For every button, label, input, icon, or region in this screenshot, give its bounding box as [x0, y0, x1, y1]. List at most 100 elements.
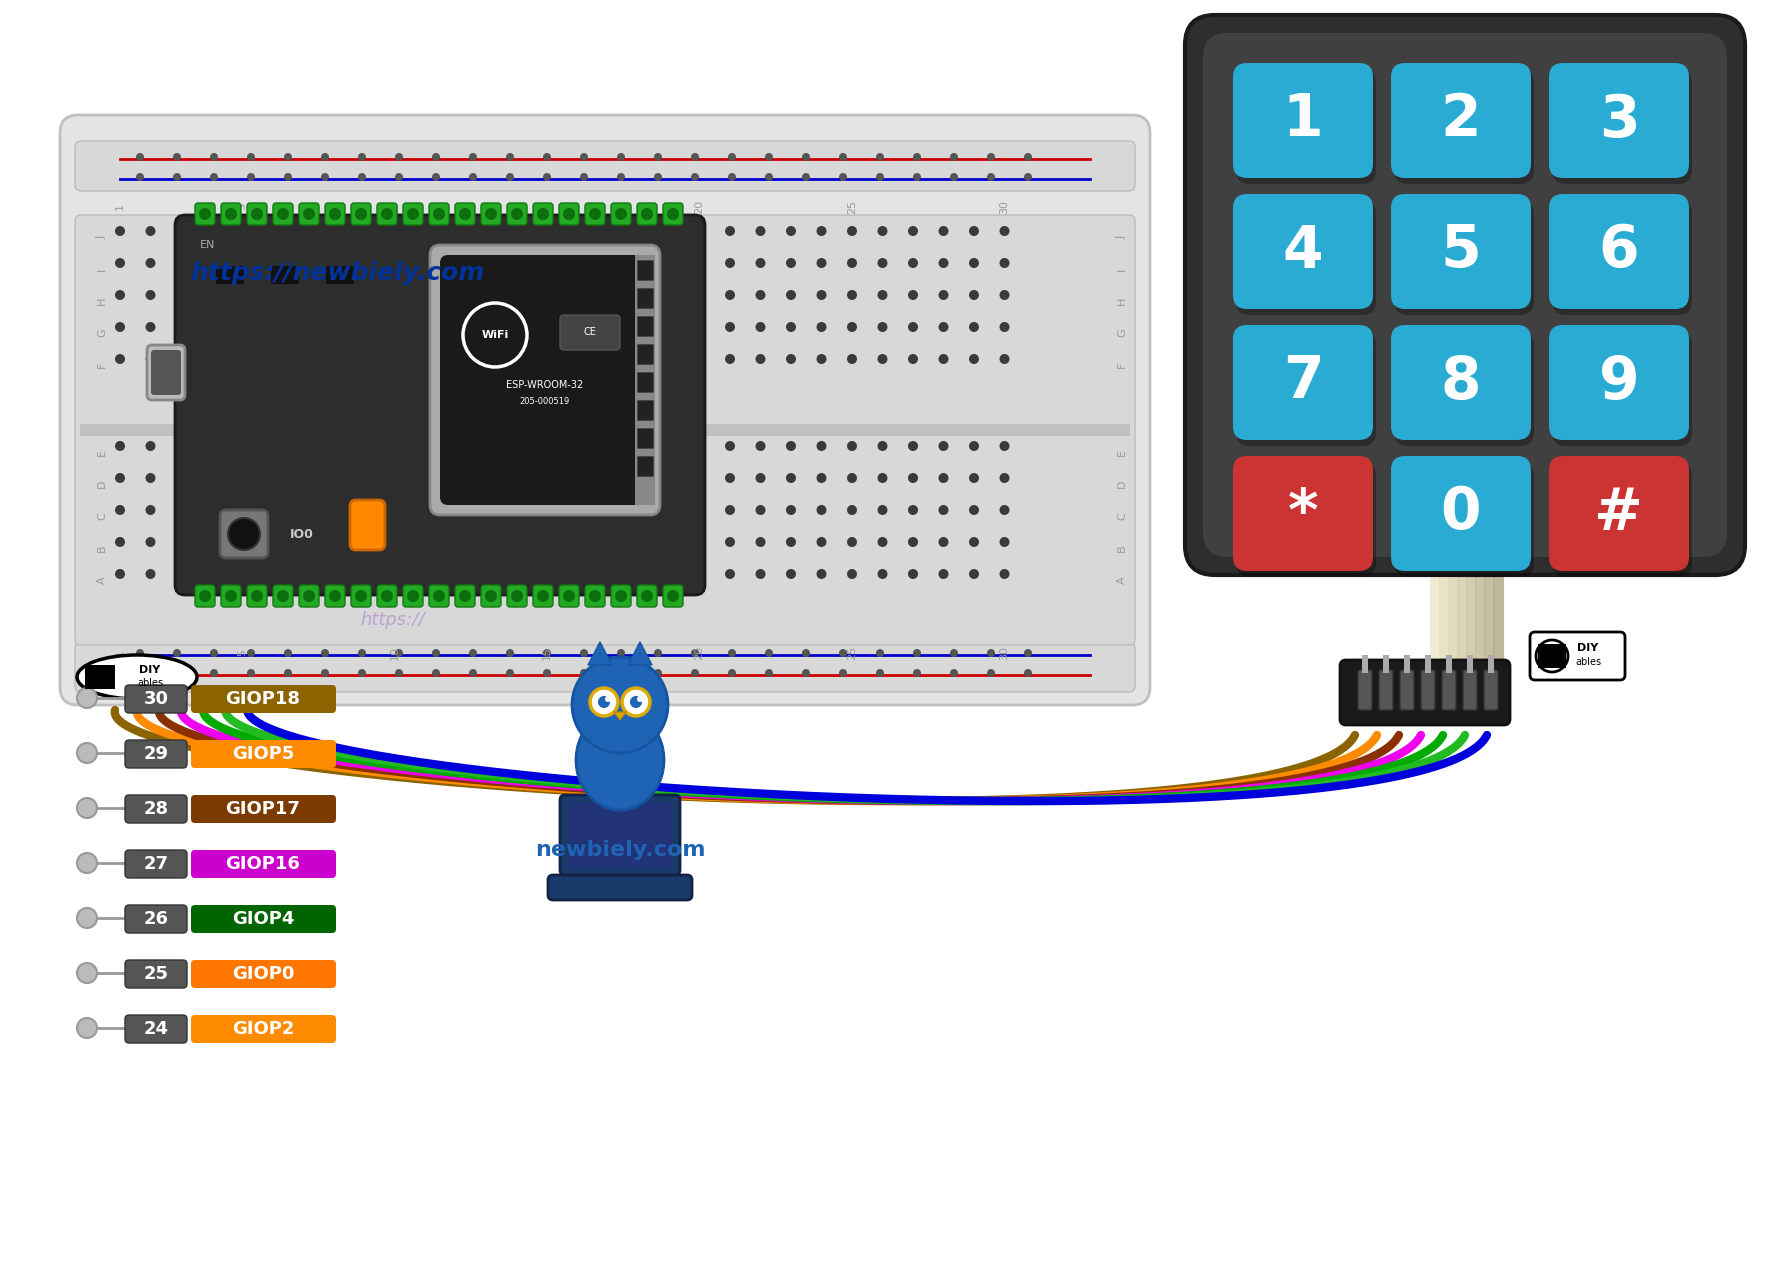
- Bar: [1446, 655, 1451, 672]
- Circle shape: [114, 441, 125, 451]
- FancyBboxPatch shape: [585, 204, 605, 225]
- Circle shape: [603, 569, 612, 579]
- Circle shape: [580, 153, 587, 161]
- Circle shape: [633, 506, 642, 514]
- Circle shape: [175, 226, 186, 236]
- Circle shape: [968, 322, 979, 332]
- Text: 10: 10: [390, 646, 399, 660]
- FancyBboxPatch shape: [610, 204, 632, 225]
- Circle shape: [725, 537, 735, 547]
- Circle shape: [297, 473, 308, 483]
- Circle shape: [590, 688, 617, 715]
- Circle shape: [667, 209, 678, 220]
- Circle shape: [728, 173, 735, 181]
- Circle shape: [481, 289, 490, 300]
- Circle shape: [329, 289, 338, 300]
- Text: C: C: [97, 512, 107, 520]
- Circle shape: [360, 322, 369, 332]
- Text: C: C: [1116, 512, 1127, 520]
- Circle shape: [267, 289, 277, 300]
- Circle shape: [998, 354, 1009, 364]
- Circle shape: [390, 258, 399, 268]
- FancyBboxPatch shape: [377, 585, 397, 607]
- Circle shape: [694, 226, 705, 236]
- Ellipse shape: [77, 655, 197, 699]
- Circle shape: [542, 153, 551, 161]
- FancyBboxPatch shape: [299, 585, 318, 607]
- Circle shape: [199, 209, 211, 220]
- Circle shape: [302, 209, 315, 220]
- Circle shape: [816, 258, 827, 268]
- FancyBboxPatch shape: [662, 204, 683, 225]
- Circle shape: [329, 258, 338, 268]
- Circle shape: [236, 569, 247, 579]
- Circle shape: [360, 537, 369, 547]
- Circle shape: [297, 569, 308, 579]
- Text: J: J: [97, 235, 107, 239]
- Circle shape: [145, 441, 156, 451]
- Circle shape: [329, 226, 338, 236]
- Circle shape: [136, 669, 143, 678]
- FancyBboxPatch shape: [429, 204, 449, 225]
- Circle shape: [937, 506, 948, 514]
- FancyBboxPatch shape: [506, 204, 526, 225]
- Circle shape: [1023, 153, 1032, 161]
- Text: #: #: [1594, 484, 1642, 541]
- Circle shape: [512, 441, 521, 451]
- Circle shape: [755, 289, 766, 300]
- Circle shape: [877, 537, 887, 547]
- Circle shape: [801, 648, 810, 657]
- Circle shape: [816, 354, 827, 364]
- Circle shape: [209, 173, 218, 181]
- Circle shape: [877, 506, 887, 514]
- FancyBboxPatch shape: [326, 204, 345, 225]
- FancyBboxPatch shape: [1394, 329, 1526, 434]
- Circle shape: [785, 441, 796, 451]
- FancyBboxPatch shape: [1340, 660, 1510, 726]
- Circle shape: [846, 569, 857, 579]
- FancyBboxPatch shape: [1233, 193, 1372, 308]
- FancyBboxPatch shape: [1378, 670, 1392, 710]
- Circle shape: [839, 669, 846, 678]
- Circle shape: [877, 226, 887, 236]
- Bar: [1467, 655, 1472, 672]
- Circle shape: [537, 590, 549, 602]
- Bar: [1537, 643, 1565, 667]
- Circle shape: [431, 173, 440, 181]
- Circle shape: [542, 322, 551, 332]
- Circle shape: [225, 590, 236, 602]
- Circle shape: [512, 322, 521, 332]
- Circle shape: [481, 537, 490, 547]
- Circle shape: [755, 537, 766, 547]
- FancyBboxPatch shape: [1399, 670, 1413, 710]
- FancyBboxPatch shape: [1551, 70, 1691, 185]
- Circle shape: [329, 209, 342, 220]
- Circle shape: [145, 569, 156, 579]
- Circle shape: [691, 153, 699, 161]
- Text: EN: EN: [200, 240, 215, 250]
- Circle shape: [846, 258, 857, 268]
- Circle shape: [451, 569, 460, 579]
- Circle shape: [390, 473, 399, 483]
- Text: F: F: [1116, 362, 1127, 368]
- Circle shape: [209, 648, 218, 657]
- Circle shape: [664, 441, 674, 451]
- Circle shape: [691, 669, 699, 678]
- Text: E: E: [97, 449, 107, 455]
- Text: 20: 20: [694, 646, 705, 660]
- Circle shape: [572, 569, 581, 579]
- Text: B: B: [97, 545, 107, 552]
- Text: IO0: IO0: [290, 527, 313, 541]
- Bar: [637, 344, 653, 364]
- Circle shape: [542, 669, 551, 678]
- Circle shape: [816, 226, 827, 236]
- Circle shape: [542, 648, 551, 657]
- Circle shape: [633, 289, 642, 300]
- Circle shape: [512, 473, 521, 483]
- Circle shape: [329, 354, 338, 364]
- Text: GIOP5: GIOP5: [233, 744, 293, 763]
- Circle shape: [175, 569, 186, 579]
- Circle shape: [728, 153, 735, 161]
- Circle shape: [302, 590, 315, 602]
- FancyBboxPatch shape: [299, 204, 318, 225]
